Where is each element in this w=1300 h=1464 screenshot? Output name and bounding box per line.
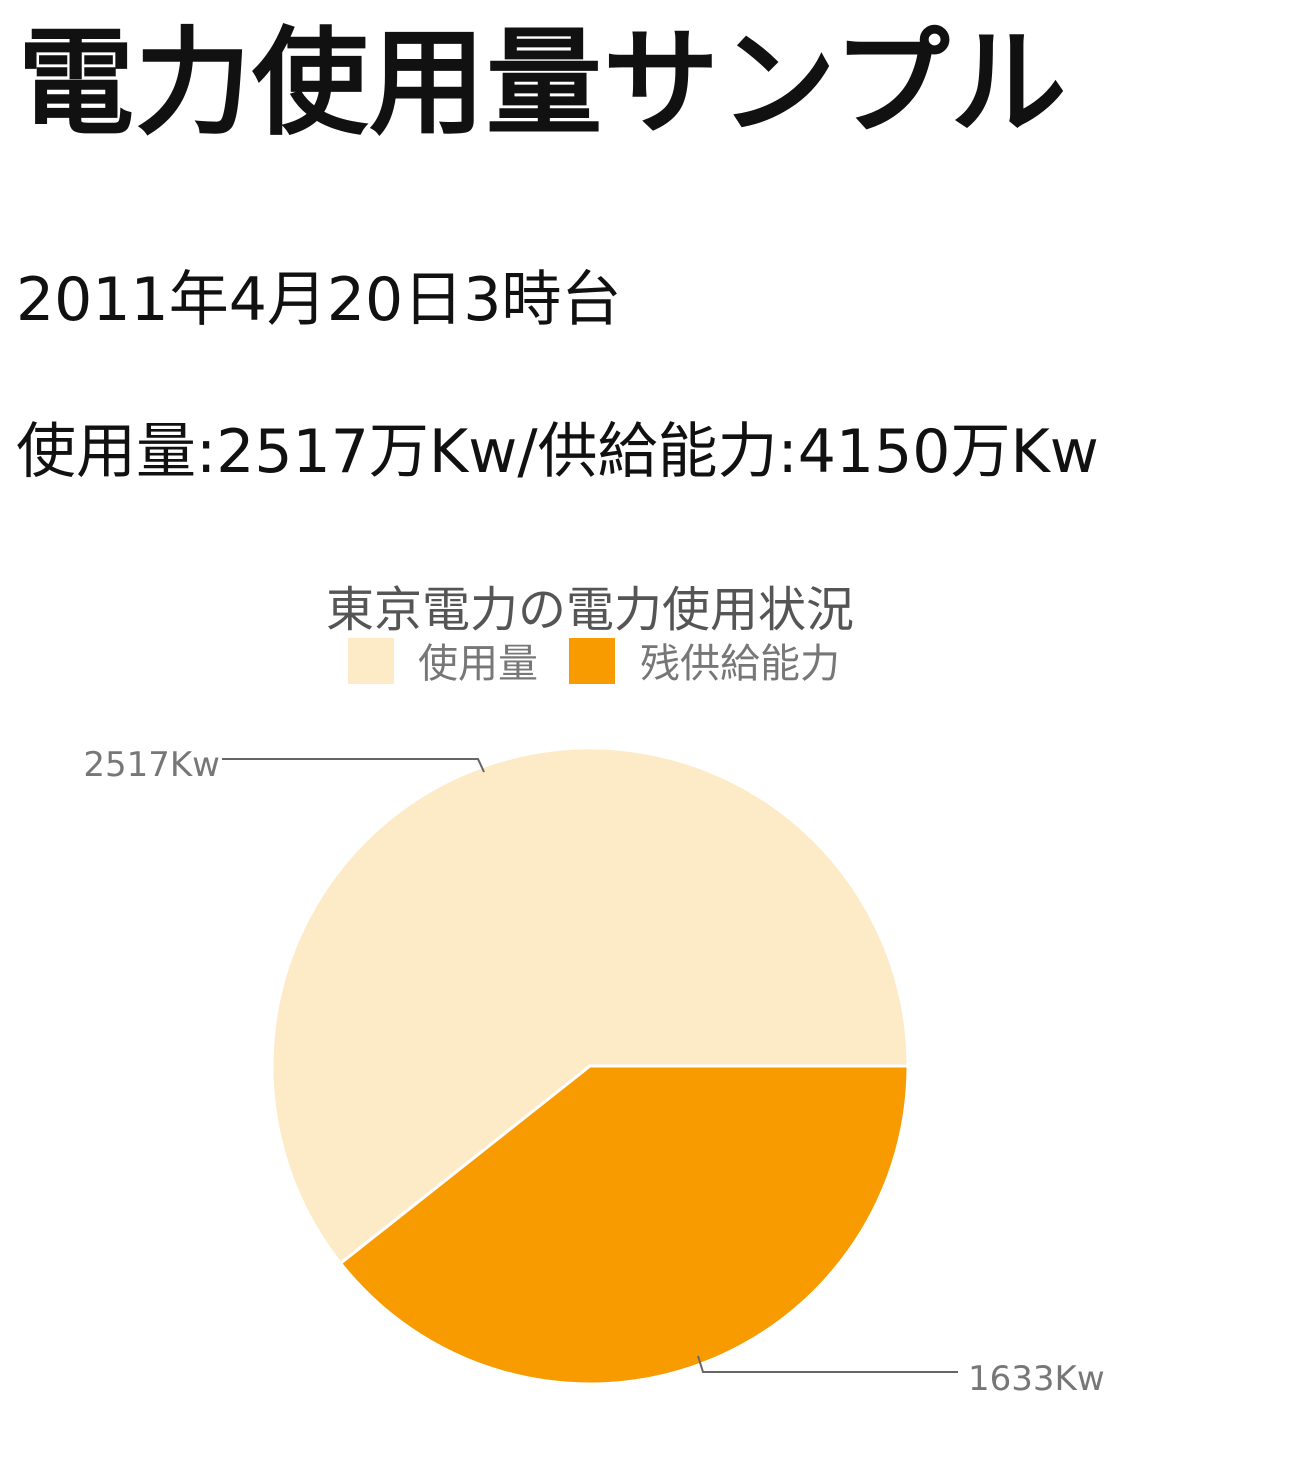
page-title: 電力使用量サンプル	[18, 16, 1068, 151]
legend-label-1: 使用量	[418, 641, 538, 687]
chart-title: 東京電力の電力使用状況	[326, 582, 854, 638]
leader-line-2	[697, 1355, 958, 1373]
data-labels: 2517Kw 1633Kw	[83, 745, 1104, 1399]
data-label-2: 1633Kw	[968, 1359, 1105, 1399]
chart-legend: 使用量 残供給能力	[348, 638, 840, 687]
leader-line-1	[222, 758, 485, 773]
pie-slice-1	[270, 746, 910, 1266]
usage-summary: 使用量:2517万Kw/供給能力:4150万Kw	[16, 417, 1099, 487]
pie-chart: 東京電力の電力使用状況 使用量 残供給能力 2517Kw 1633Kw	[83, 582, 1104, 1399]
data-label-1: 2517Kw	[83, 745, 220, 785]
pie-slice-2	[338, 1064, 910, 1386]
legend-swatch-1	[348, 638, 394, 684]
legend-swatch-2	[569, 638, 615, 684]
pie-slices	[270, 746, 910, 1386]
legend-label-2: 残供給能力	[640, 641, 840, 687]
date-heading: 2011年4月20日3時台	[16, 265, 622, 335]
